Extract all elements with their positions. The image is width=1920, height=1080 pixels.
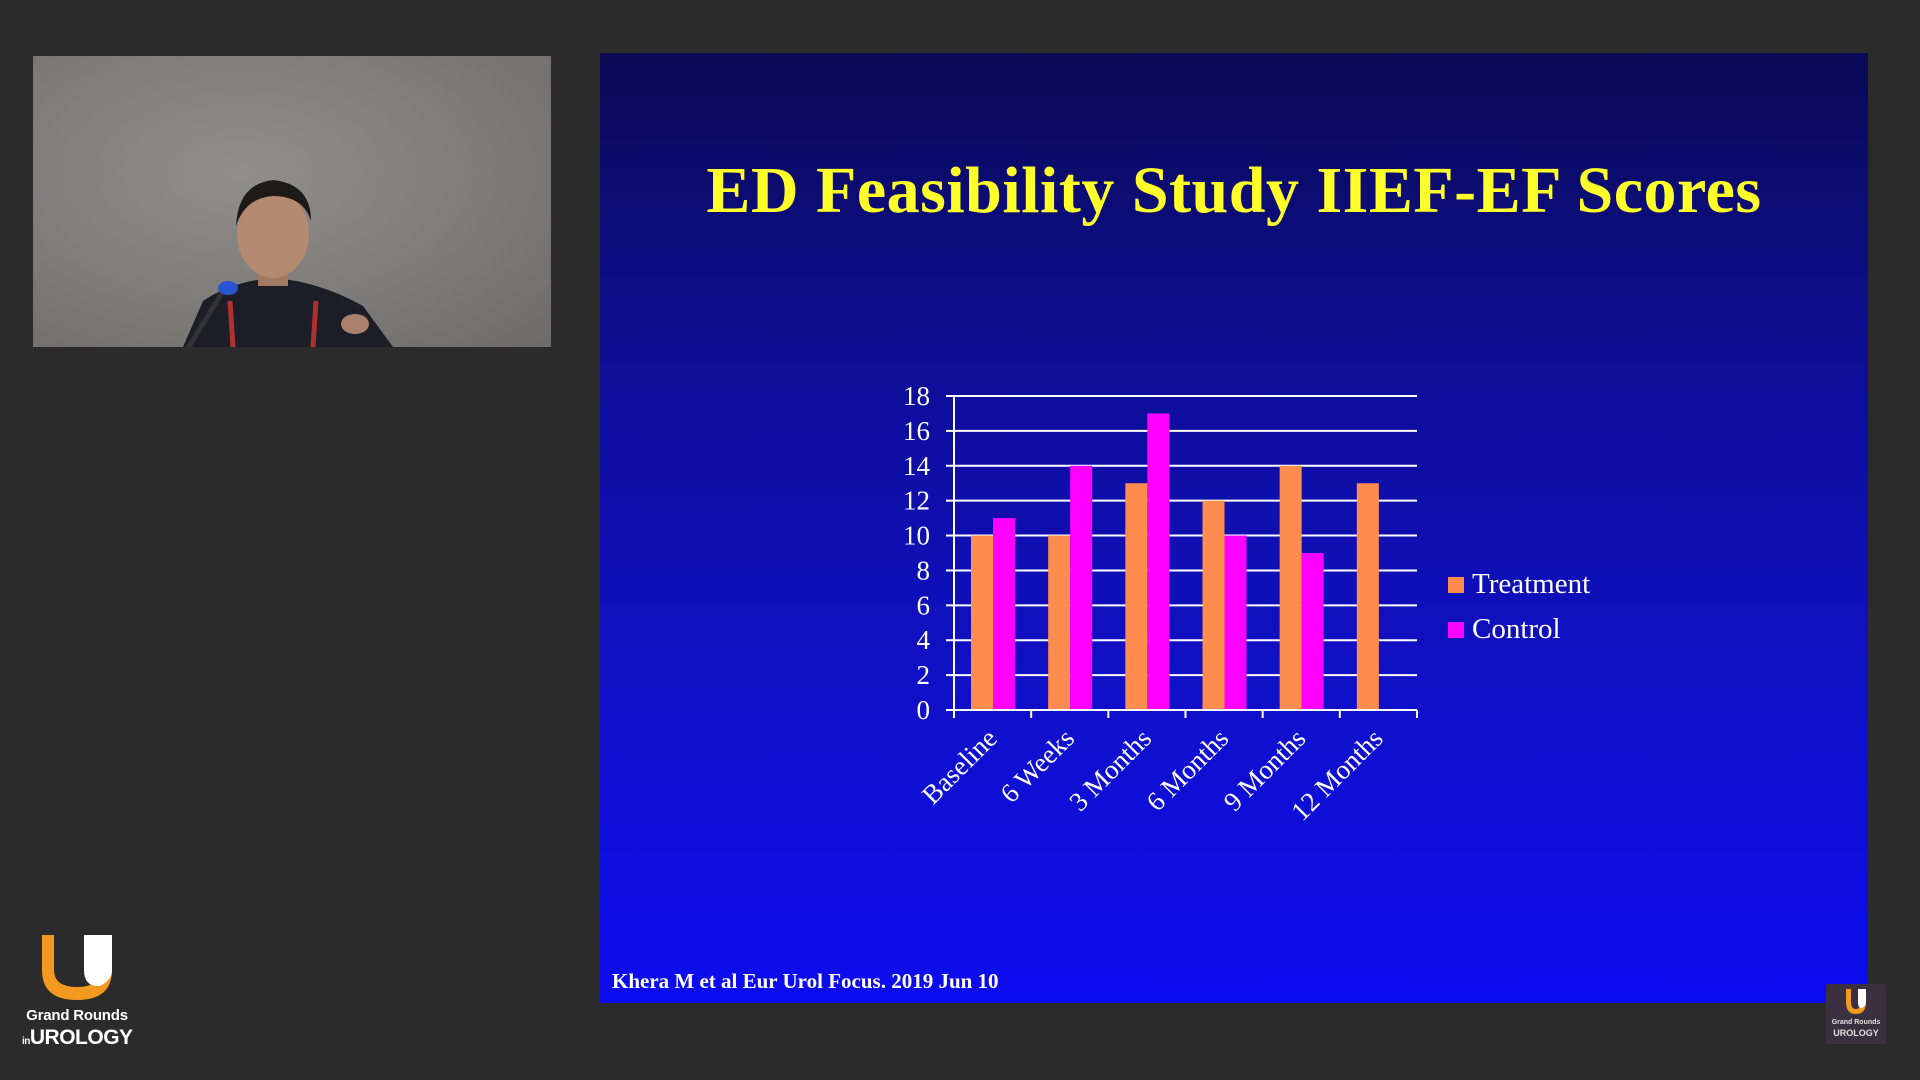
- y-tick-labels: 0 2 4 6 8 10 12 14 16 18: [903, 381, 931, 725]
- legend-swatch-control: [1448, 622, 1464, 638]
- x-tick-label: Baseline: [916, 723, 1003, 810]
- legend-label-control: Control: [1472, 613, 1561, 645]
- y-tick-label: 12: [903, 486, 930, 516]
- corner-u-logo-icon: [1846, 989, 1866, 1014]
- corner-logo-text1: Grand Rounds: [1831, 1019, 1881, 1026]
- corner-logo-text2: UROLOGY: [1833, 1028, 1879, 1038]
- u-logo-icon: [42, 935, 112, 1000]
- bar-treatment-6-weeks: [1048, 535, 1071, 710]
- legend: Treatment Control: [1448, 568, 1590, 645]
- y-tick-label: 6: [917, 590, 931, 620]
- citation: Khera M et al Eur Urol Focus. 2019 Jun 1…: [612, 969, 999, 993]
- logo-text-main: UROLOGY: [29, 1026, 133, 1049]
- bar-control-6-weeks: [1070, 465, 1093, 710]
- y-tick-label: 16: [903, 416, 930, 446]
- bar-treatment-6-months: [1202, 500, 1225, 710]
- x-tick-label: 6 Months: [1140, 723, 1234, 817]
- bar-control-baseline: [993, 518, 1015, 710]
- presentation-slide: ED Feasibility Study IIEF-EF Scores 0 2 4 6…: [600, 53, 1868, 1003]
- bars: [971, 413, 1379, 710]
- bar-control-6-months: [1224, 535, 1247, 710]
- y-tick-label: 8: [917, 555, 931, 585]
- corner-watermark-logo: Grand Rounds UROLOGY: [1826, 984, 1886, 1044]
- grand-rounds-logo: Grand Rounds inUROLOGY: [22, 930, 133, 1055]
- bar-treatment-baseline: [971, 535, 993, 710]
- bar-control-3-months: [1147, 413, 1170, 710]
- speaker-video: [33, 56, 551, 347]
- logo-text-prefix: in: [22, 1036, 30, 1047]
- logo-text-line1: Grand Rounds: [26, 1007, 128, 1024]
- x-tick-label: 3 Months: [1063, 723, 1157, 817]
- axes: [946, 395, 1418, 718]
- legend-label-treatment: Treatment: [1472, 568, 1590, 600]
- bar-treatment-12-months: [1356, 483, 1379, 710]
- grid-lines: [954, 395, 1417, 677]
- y-tick-label: 0: [917, 695, 931, 725]
- speaker-silhouette: [183, 180, 393, 347]
- y-tick-label: 10: [903, 521, 930, 551]
- slide-title: ED Feasibility Study IIEF-EF Scores: [706, 154, 1762, 227]
- bar-control-9-months: [1301, 553, 1324, 710]
- bar-treatment-3-months: [1125, 483, 1148, 710]
- y-tick-label: 4: [917, 625, 931, 655]
- legend-swatch-treatment: [1448, 577, 1464, 593]
- y-tick-label: 14: [903, 451, 931, 481]
- y-tick-label: 18: [903, 381, 930, 411]
- bar-treatment-9-months: [1279, 465, 1302, 710]
- y-tick-label: 2: [917, 660, 931, 690]
- logo-text-line2: inUROLOGY: [22, 1026, 133, 1050]
